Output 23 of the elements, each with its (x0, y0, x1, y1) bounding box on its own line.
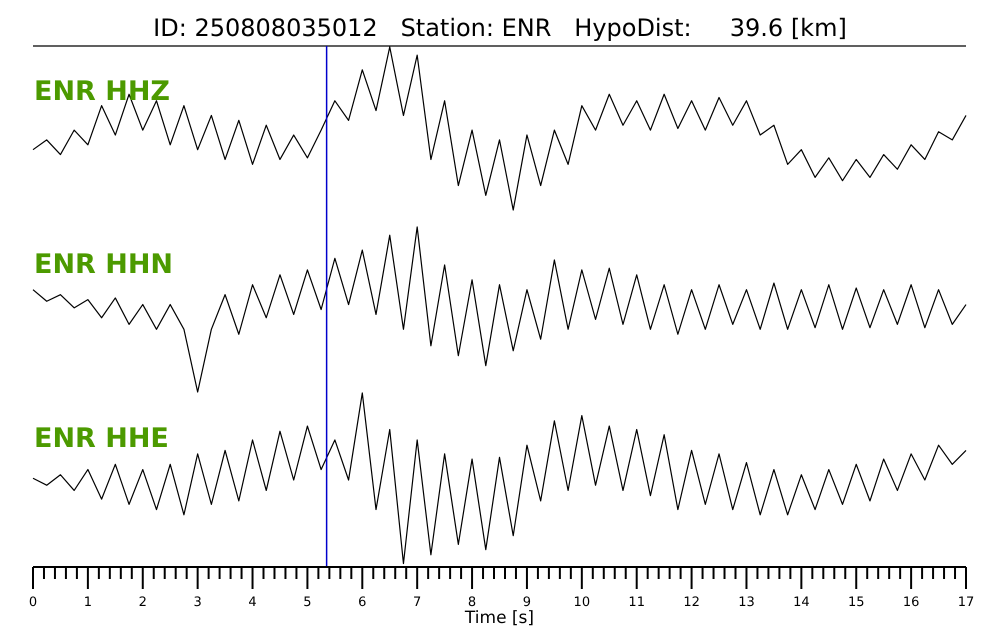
x-axis-title: Time [s] (464, 608, 534, 628)
x-tick-label: 14 (793, 595, 810, 610)
x-tick-label: 5 (303, 595, 312, 610)
x-tick-label: 4 (248, 595, 257, 610)
x-tick-label: 11 (628, 595, 645, 610)
x-tick-label: 15 (848, 595, 865, 610)
series-label: ENR HHN (34, 249, 174, 280)
x-tick-label: 7 (413, 595, 422, 610)
x-tick-label: 1 (84, 595, 92, 610)
x-tick-label: 6 (358, 595, 366, 610)
x-tick-label: 2 (138, 595, 147, 610)
chart-title: ID: 250808035012 Station: ENR HypoDist: 39.6 [km] (153, 14, 847, 42)
x-tick-label: 16 (902, 595, 920, 610)
x-tick-label: 8 (468, 595, 476, 610)
series-label: ENR HHE (34, 423, 169, 454)
x-tick-label: 12 (683, 595, 700, 610)
x-tick-label: 13 (738, 595, 755, 610)
x-tick-label: 10 (574, 595, 590, 610)
x-tick-label: 0 (28, 595, 38, 610)
x-tick-label: 9 (522, 595, 532, 610)
series-label: ENR HHZ (34, 76, 170, 107)
x-tick-label: 3 (194, 595, 202, 610)
x-tick-label: 17 (958, 595, 974, 610)
